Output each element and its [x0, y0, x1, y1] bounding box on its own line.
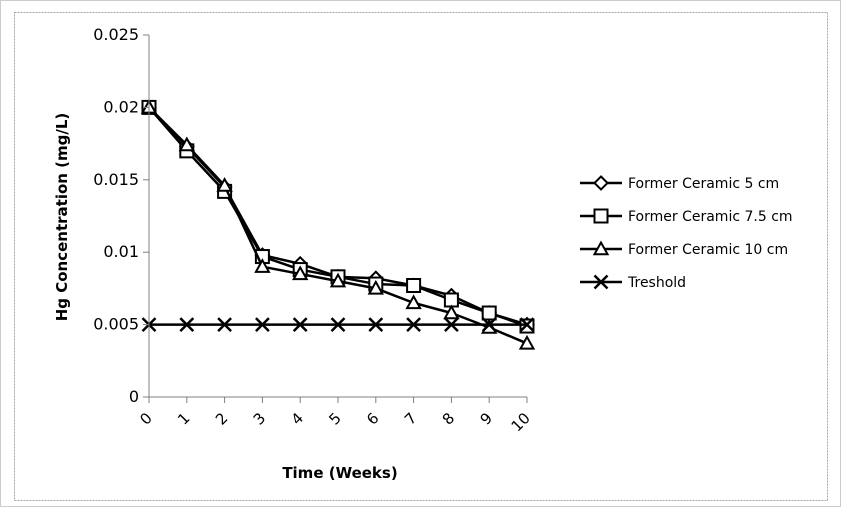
data-point — [483, 307, 496, 320]
legend-label: Former Ceramic 7.5 cm — [628, 209, 793, 225]
legend-marker — [595, 210, 608, 223]
y-tick-label: 0.005 — [93, 315, 139, 334]
y-tick-label: 0.015 — [93, 170, 139, 189]
y-tick-label: 0.025 — [93, 25, 139, 44]
y-tick-label: 0.01 — [103, 242, 139, 261]
y-tick-label: 0.02 — [103, 97, 139, 116]
legend-label: Former Ceramic 5 cm — [628, 176, 779, 192]
legend-entry: Treshold — [580, 275, 686, 291]
y-axis-title: Hg Concentration (mg/L) — [53, 113, 71, 322]
legend-label: Treshold — [627, 275, 686, 291]
y-tick-label: 0 — [129, 387, 139, 406]
x-axis-title: Time (Weeks) — [282, 464, 397, 482]
data-point — [407, 279, 420, 292]
legend-label: Former Ceramic 10 cm — [628, 242, 788, 258]
